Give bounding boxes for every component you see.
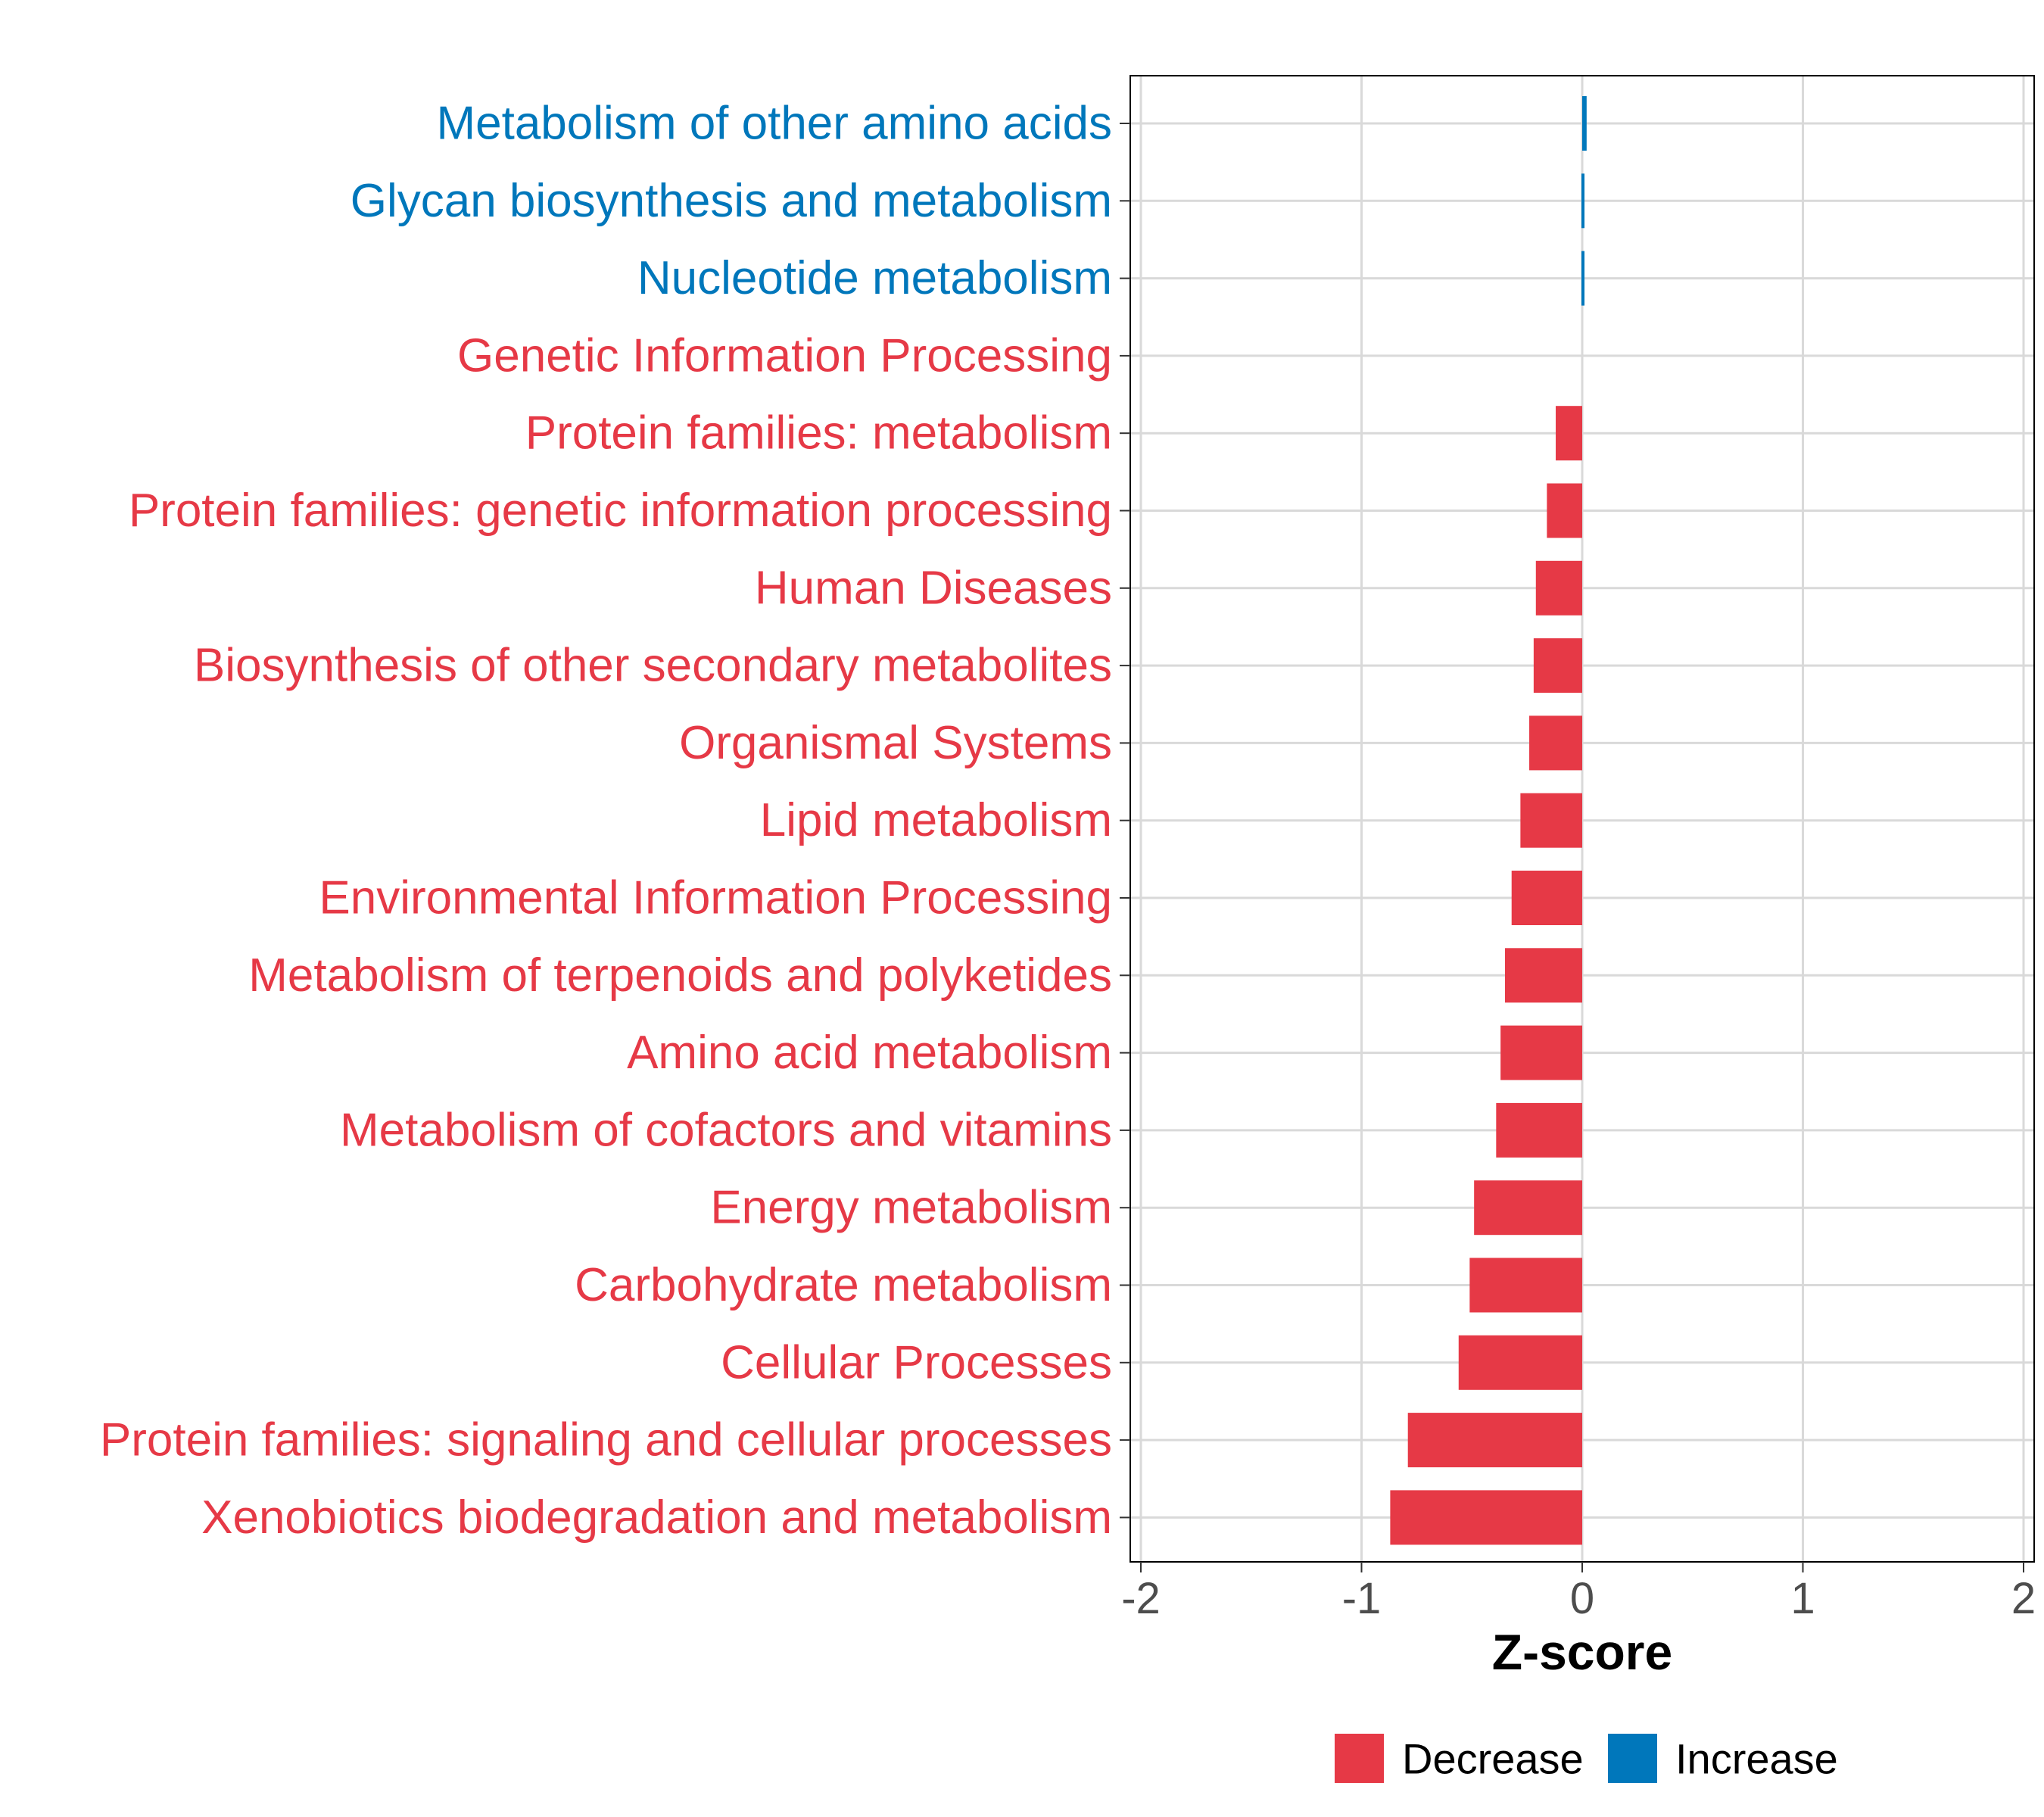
bar: [1581, 251, 1584, 306]
category-label: Protein families: genetic information pr…: [129, 485, 1112, 537]
category-label: Energy metabolism: [710, 1182, 1112, 1234]
bar: [1407, 1413, 1582, 1468]
bar: [1500, 1025, 1582, 1080]
bar: [1496, 1102, 1582, 1158]
category-label: Protein families: metabolism: [525, 407, 1112, 460]
x-axis-title: Z-score: [1492, 1624, 1672, 1680]
x-tick-label: 0: [1570, 1574, 1594, 1623]
x-tick-label: 2: [2011, 1574, 2036, 1623]
category-label: Metabolism of terpenoids and polyketides: [248, 949, 1112, 1002]
x-tick-label: 1: [1790, 1574, 1815, 1623]
category-label: Metabolism of other amino acids: [436, 98, 1112, 150]
legend-swatch: [1608, 1734, 1657, 1783]
category-label: Protein families: signaling and cellular…: [100, 1414, 1112, 1466]
category-label: Lipid metabolism: [760, 794, 1112, 846]
category-label: Organismal Systems: [679, 717, 1112, 769]
y-axis-ticks: [1120, 123, 1130, 1519]
category-label: Biosynthesis of other secondary metaboli…: [194, 640, 1112, 692]
category-label: Metabolism of cofactors and vitamins: [340, 1104, 1112, 1156]
bar: [1547, 483, 1582, 538]
bar: [1511, 871, 1582, 925]
category-label: Amino acid metabolism: [627, 1027, 1112, 1079]
legend: Decrease Increase: [1335, 1734, 1838, 1783]
category-label: Xenobiotics biodegradation and metabolis…: [201, 1491, 1112, 1544]
bar: [1581, 173, 1584, 229]
x-tick-label: -1: [1342, 1574, 1382, 1623]
category-label: Genetic Information Processing: [457, 329, 1112, 382]
category-label: Carbohydrate metabolism: [575, 1259, 1112, 1311]
x-axis-labels: -2 -1 0 1 2: [1121, 1574, 2036, 1623]
bar: [1529, 715, 1582, 771]
legend-swatch: [1335, 1734, 1384, 1783]
x-axis-ticks: [1140, 1562, 2024, 1572]
category-label: Human Diseases: [755, 562, 1112, 614]
y-axis-labels: Metabolism of other amino acids Glycan bi…: [100, 98, 1112, 1544]
bar: [1458, 1335, 1582, 1390]
category-label: Glycan biosynthesis and metabolism: [351, 175, 1112, 227]
category-label: Environmental Information Processing: [319, 872, 1112, 924]
category-label: Cellular Processes: [721, 1336, 1112, 1388]
bar: [1535, 560, 1582, 616]
bar: [1556, 406, 1582, 461]
bar: [1474, 1180, 1582, 1236]
x-tick-label: -2: [1121, 1574, 1161, 1623]
bars: [1390, 96, 1587, 1545]
bar: [1533, 638, 1582, 693]
bar: [1504, 948, 1582, 1003]
category-label: Nucleotide metabolism: [637, 252, 1112, 304]
bar: [1469, 1258, 1582, 1313]
bar: [1520, 793, 1582, 848]
legend-label: Increase: [1675, 1735, 1838, 1783]
legend-label: Decrease: [1402, 1735, 1584, 1783]
bar: [1390, 1490, 1582, 1545]
bar: [1582, 96, 1587, 151]
